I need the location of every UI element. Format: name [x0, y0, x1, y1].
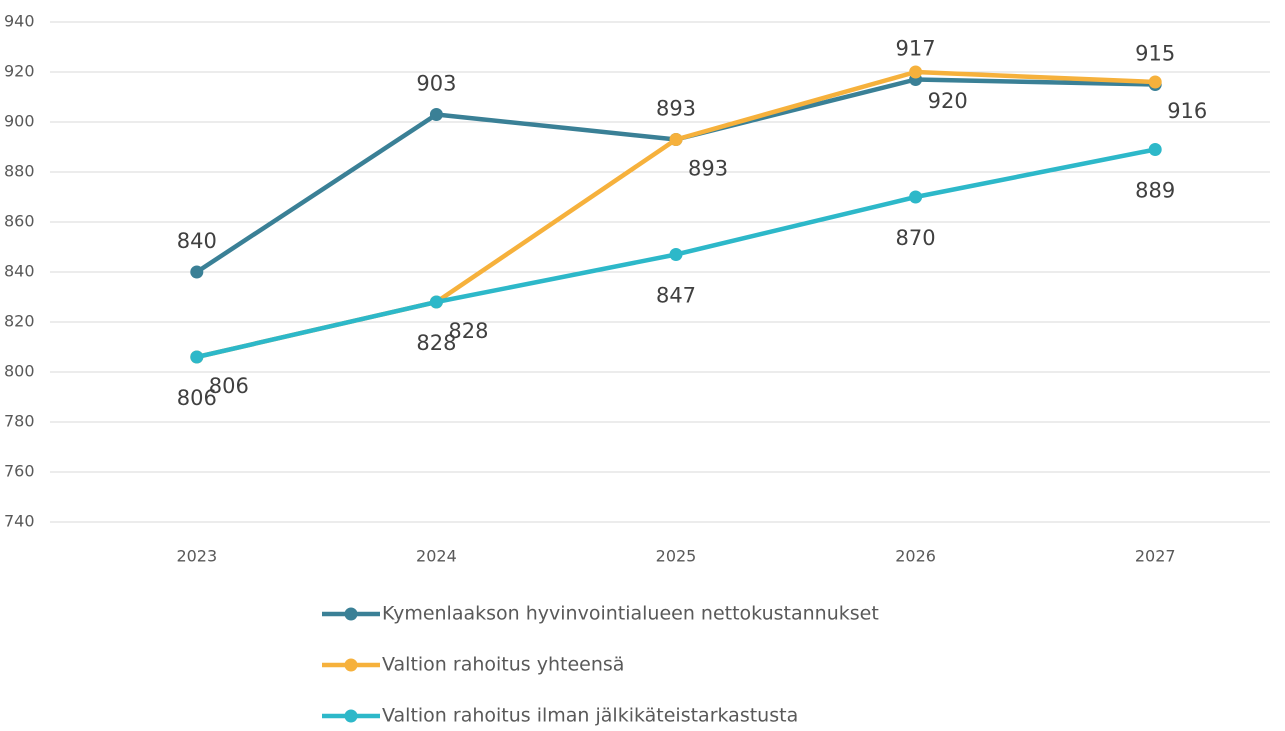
- legend-marker: [344, 607, 358, 621]
- data-label: 828: [448, 319, 488, 343]
- y-tick-label: 740: [4, 512, 35, 531]
- point: [669, 133, 683, 146]
- data-label: 916: [1167, 99, 1207, 123]
- x-tick-label: 2027: [1135, 547, 1176, 566]
- point: [429, 108, 443, 121]
- point: [1148, 75, 1162, 89]
- data-label: 903: [416, 72, 456, 96]
- data-label: 915: [1135, 42, 1175, 66]
- y-tick-label: 840: [4, 262, 35, 281]
- legend-marker: [344, 709, 358, 723]
- data-label: 828: [416, 331, 456, 355]
- y-tick-label: 780: [4, 412, 35, 431]
- point: [1148, 143, 1162, 156]
- data-label: 806: [209, 374, 249, 398]
- y-tick-label: 880: [4, 162, 35, 181]
- point: [190, 350, 204, 364]
- point: [429, 295, 443, 309]
- point: [909, 65, 923, 79]
- data-label: 847: [656, 284, 696, 308]
- x-tick-label: 2023: [176, 547, 217, 566]
- legend-label: Kymenlaakson hyvinvointialueen nettokust…: [382, 603, 879, 625]
- data-label: 840: [177, 229, 217, 253]
- y-tick-label: 800: [4, 362, 35, 381]
- point: [190, 265, 204, 279]
- y-tick-label: 920: [4, 62, 35, 81]
- data-label: 889: [1135, 179, 1175, 203]
- y-tick-label: 860: [4, 212, 35, 231]
- data-label: 917: [896, 37, 936, 61]
- x-tick-label: 2026: [895, 547, 936, 566]
- data-label: 870: [896, 226, 936, 250]
- data-label: 893: [688, 157, 728, 181]
- point: [909, 190, 923, 204]
- data-label: 920: [928, 89, 968, 113]
- y-tick-label: 900: [4, 112, 35, 131]
- x-tick-label: 2025: [656, 547, 697, 566]
- point: [669, 248, 683, 261]
- legend-label: Valtion rahoitus yhteensä: [382, 654, 624, 676]
- data-label: 806: [177, 386, 217, 410]
- y-tick-label: 760: [4, 462, 35, 481]
- data-label: 893: [656, 97, 696, 121]
- y-tick-label: 820: [4, 312, 35, 331]
- x-tick-label: 2024: [416, 547, 457, 566]
- legend-label: Valtion rahoitus ilman jälkikäteistarkas…: [382, 705, 798, 727]
- legend-marker: [344, 658, 358, 672]
- y-tick-label: 940: [4, 12, 35, 31]
